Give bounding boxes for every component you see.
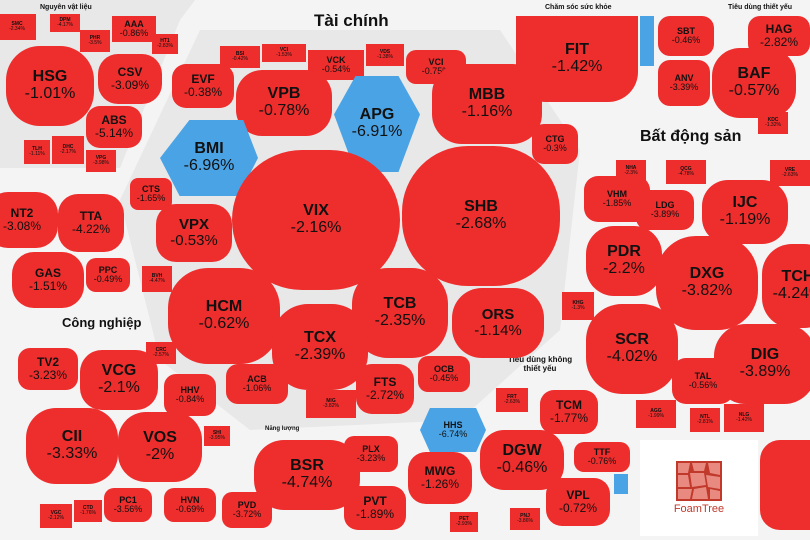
tile-cii[interactable]: CII -3.33% <box>26 408 118 484</box>
tile-scr[interactable]: SCR -4.02% <box>586 304 678 394</box>
tile-nlg[interactable]: NLG -1.42% <box>724 404 764 432</box>
tile-agg[interactable]: AGG -1.99% <box>636 400 676 428</box>
foamtree-label: FoamTree <box>673 503 725 515</box>
tile-ctd[interactable]: CTD -1.76% <box>74 500 102 522</box>
tile-vpx[interactable]: VPX -0.53% <box>156 204 232 262</box>
tile-ijc[interactable]: IJC -1.19% <box>702 180 788 244</box>
tile-pet[interactable]: PET -2.93% <box>450 512 478 532</box>
group-label-tieu-dung-khong-thiet-yeu: Tiêu dùng không thiết yếu <box>507 355 573 373</box>
tile-tcx[interactable]: TCX -2.39% <box>272 304 368 390</box>
tile-bsr[interactable]: BSR -4.74% <box>254 440 360 510</box>
tile-baf[interactable]: BAF -0.57% <box>712 48 796 118</box>
tile-acb[interactable]: ACB -1.06% <box>226 364 288 404</box>
tile-vix[interactable]: VIX -2.16% <box>232 150 400 290</box>
tile-nt2[interactable]: NT2 -3.08% <box>0 192 58 248</box>
tile-tv2[interactable]: TV2 -3.23% <box>18 348 78 390</box>
group-label-bat-dong-san: Bất động sản <box>640 128 742 145</box>
tile-aaa[interactable]: AAA -0.86% <box>112 16 156 42</box>
tile-dhc[interactable]: DHC -2.17% <box>52 136 84 164</box>
tile-tiny-up[interactable] <box>614 474 628 494</box>
tile-crc[interactable]: CRC -2.57% <box>146 342 176 364</box>
tile-fts[interactable]: FTS -2.72% <box>356 364 414 414</box>
tile-small-up[interactable] <box>640 16 654 66</box>
tile-pvd[interactable]: PVD -3.72% <box>222 492 272 528</box>
tile-hhv[interactable]: HHV -0.84% <box>164 374 216 416</box>
tile-edge-right[interactable] <box>760 440 810 530</box>
group-label-tieu-dung-thiet-yeu: Tiêu dùng thiết yếu <box>728 4 793 11</box>
tile-tcm[interactable]: TCM -1.77% <box>540 390 598 434</box>
tile-hsg[interactable]: HSG -1.01% <box>6 46 94 126</box>
tile-smc[interactable]: SMC -2.34% <box>0 14 36 40</box>
tile-dxg[interactable]: DXG -3.82% <box>656 236 758 330</box>
tile-ht1[interactable]: HT1 -2.83% <box>152 34 178 54</box>
tile-anv[interactable]: ANV -3.39% <box>658 60 710 106</box>
tile-shb[interactable]: SHB -2.68% <box>402 146 560 286</box>
tile-abs[interactable]: ABS -5.14% <box>86 106 142 148</box>
tile-ppc[interactable]: PPC -0.49% <box>86 258 130 292</box>
tile-hhs[interactable]: HHS -6.74% <box>420 408 486 452</box>
tile-vpg[interactable]: VPG -3.98% <box>86 150 116 172</box>
tile-kdc[interactable]: KDC -1.32% <box>758 112 788 134</box>
tile-mwg[interactable]: MWG -1.26% <box>408 452 472 504</box>
group-label-cong-nghiep: Công nghiệp <box>62 315 142 330</box>
tile-dpm[interactable]: DPM -4.17% <box>50 14 80 32</box>
tile-tlh[interactable]: TLH -1.11% <box>24 140 50 164</box>
tile-ntl[interactable]: NTL -2.81% <box>690 408 720 432</box>
tile-vpb[interactable]: VPB -0.78% <box>236 70 332 136</box>
tile-tch[interactable]: TCH-4.24% <box>762 244 810 328</box>
tile-vre[interactable]: VRE -2.63% <box>770 160 810 186</box>
tile-cts[interactable]: CTS -1.65% <box>130 178 172 210</box>
group-label-nang-luong: Năng lượng <box>265 426 300 432</box>
tile-tta[interactable]: TTA -4.22% <box>58 194 124 252</box>
tile-sbt[interactable]: SBT -0.46% <box>658 16 714 56</box>
tile-bvh[interactable]: BVH -4.47% <box>142 266 172 292</box>
tile-pc1[interactable]: PC1 -3.56% <box>104 488 152 522</box>
tile-vci-small[interactable]: VCI -1.53% <box>262 44 306 62</box>
tile-pvt[interactable]: PVT -1.89% <box>344 486 406 530</box>
tile-khg[interactable]: KHG -1.3% <box>562 292 594 320</box>
tile-csv[interactable]: CSV -3.09% <box>98 54 162 104</box>
tile-ors[interactable]: ORS -1.14% <box>452 288 544 358</box>
tile-hvn[interactable]: HVN -0.69% <box>164 488 216 522</box>
tile-qcg[interactable]: QCG -4.78% <box>666 160 706 184</box>
group-label-cham-soc-suc-khoe: Chăm sóc sức khỏe <box>545 4 612 11</box>
foamtree-logo-icon <box>676 461 722 501</box>
tile-ldg[interactable]: LDG -3.89% <box>636 190 694 230</box>
tile-frt[interactable]: FRT -2.63% <box>496 388 528 412</box>
tile-vpl[interactable]: VPL -0.72% <box>546 478 610 526</box>
tile-fit[interactable]: FIT -1.42% <box>516 16 638 102</box>
tile-ocb[interactable]: OCB -0.45% <box>418 356 470 392</box>
tile-tcb[interactable]: TCB -2.35% <box>352 268 448 358</box>
tile-vgc[interactable]: VGC -2.12% <box>40 504 72 528</box>
tile-plx[interactable]: PLX -3.23% <box>344 436 398 472</box>
group-label-nguyen-vat-lieu: Nguyên vật liệu <box>40 4 92 11</box>
tile-vds[interactable]: VDS -1.38% <box>366 44 404 66</box>
group-label-tai-chinh: Tài chính <box>314 11 389 30</box>
tile-ttf[interactable]: TTF -0.76% <box>574 442 630 472</box>
tile-bsi[interactable]: BSI -0.42% <box>220 46 260 68</box>
tile-pdr[interactable]: PDR -2.2% <box>586 226 662 296</box>
tile-hcm[interactable]: HCM -0.62% <box>168 268 280 364</box>
tile-ctg[interactable]: CTG -0.3% <box>532 124 578 164</box>
tile-gas[interactable]: GAS -1.51% <box>12 252 84 308</box>
tile-shi[interactable]: SHI -3.95% <box>204 426 230 446</box>
tile-phr[interactable]: PHR -3.5% <box>80 30 110 52</box>
tile-vos[interactable]: VOS -2% <box>118 412 202 482</box>
tile-mig[interactable]: MIG -3.82% <box>306 390 356 418</box>
tile-tal[interactable]: TAL -0.56% <box>672 358 734 404</box>
foamtree-logo: FoamTree <box>640 440 758 536</box>
tile-evf[interactable]: EVF -0.38% <box>172 64 234 108</box>
tile-vcg[interactable]: VCG -2.1% <box>80 350 158 410</box>
tile-dgw[interactable]: DGW -0.46% <box>480 430 564 490</box>
tile-pnj[interactable]: PNJ -3.86% <box>510 508 540 530</box>
